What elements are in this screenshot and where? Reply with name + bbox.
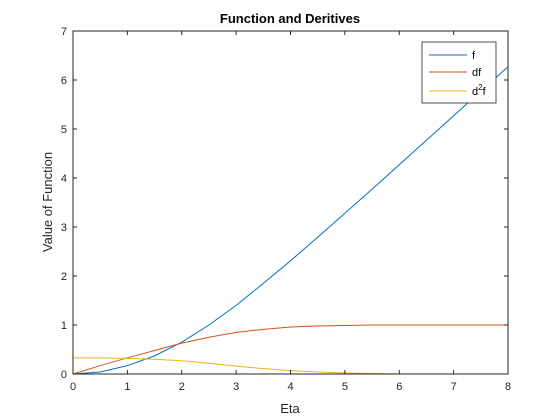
legend-label-df: df (472, 67, 482, 79)
x-tick-label: 8 (505, 381, 511, 393)
y-tick-label: 4 (61, 173, 67, 185)
x-tick-label: 2 (179, 381, 185, 393)
y-tick-label: 3 (61, 222, 67, 234)
legend: f df d2f (421, 41, 497, 104)
x-tick-label: 3 (233, 381, 239, 393)
x-axis-label: Eta (280, 401, 300, 416)
series-line-df (72, 324, 508, 375)
y-tick-label: 2 (61, 271, 67, 283)
legend-label-d2f: d2f (472, 83, 487, 98)
y-tick-label: 0 (61, 369, 67, 381)
axes-box (72, 30, 509, 375)
y-tick-label: 6 (61, 75, 67, 87)
y-tick-label: 1 (61, 320, 67, 332)
y-tick-label: 7 (61, 26, 67, 38)
x-tick-label: 0 (70, 381, 76, 393)
x-tick-label: 6 (396, 381, 402, 393)
tick-layer: 0 1 2 3 4 5 6 7 8 0 1 2 3 4 5 6 7 (61, 26, 511, 393)
legend-label-f: f (472, 50, 476, 62)
chart-title: Function and Deritives (220, 11, 360, 26)
y-axis-label: Value of Function (40, 152, 55, 252)
legend-label-d2f-suffix: f (483, 86, 487, 98)
y-tick-label: 5 (61, 124, 67, 136)
x-tick-label: 1 (124, 381, 130, 393)
x-tick-label: 7 (451, 381, 457, 393)
legend-label-d2f-base: d (472, 86, 478, 98)
legend-label-d2f-sup: 2 (478, 83, 483, 92)
x-tick-label: 5 (342, 381, 348, 393)
x-tick-label: 4 (287, 381, 293, 393)
